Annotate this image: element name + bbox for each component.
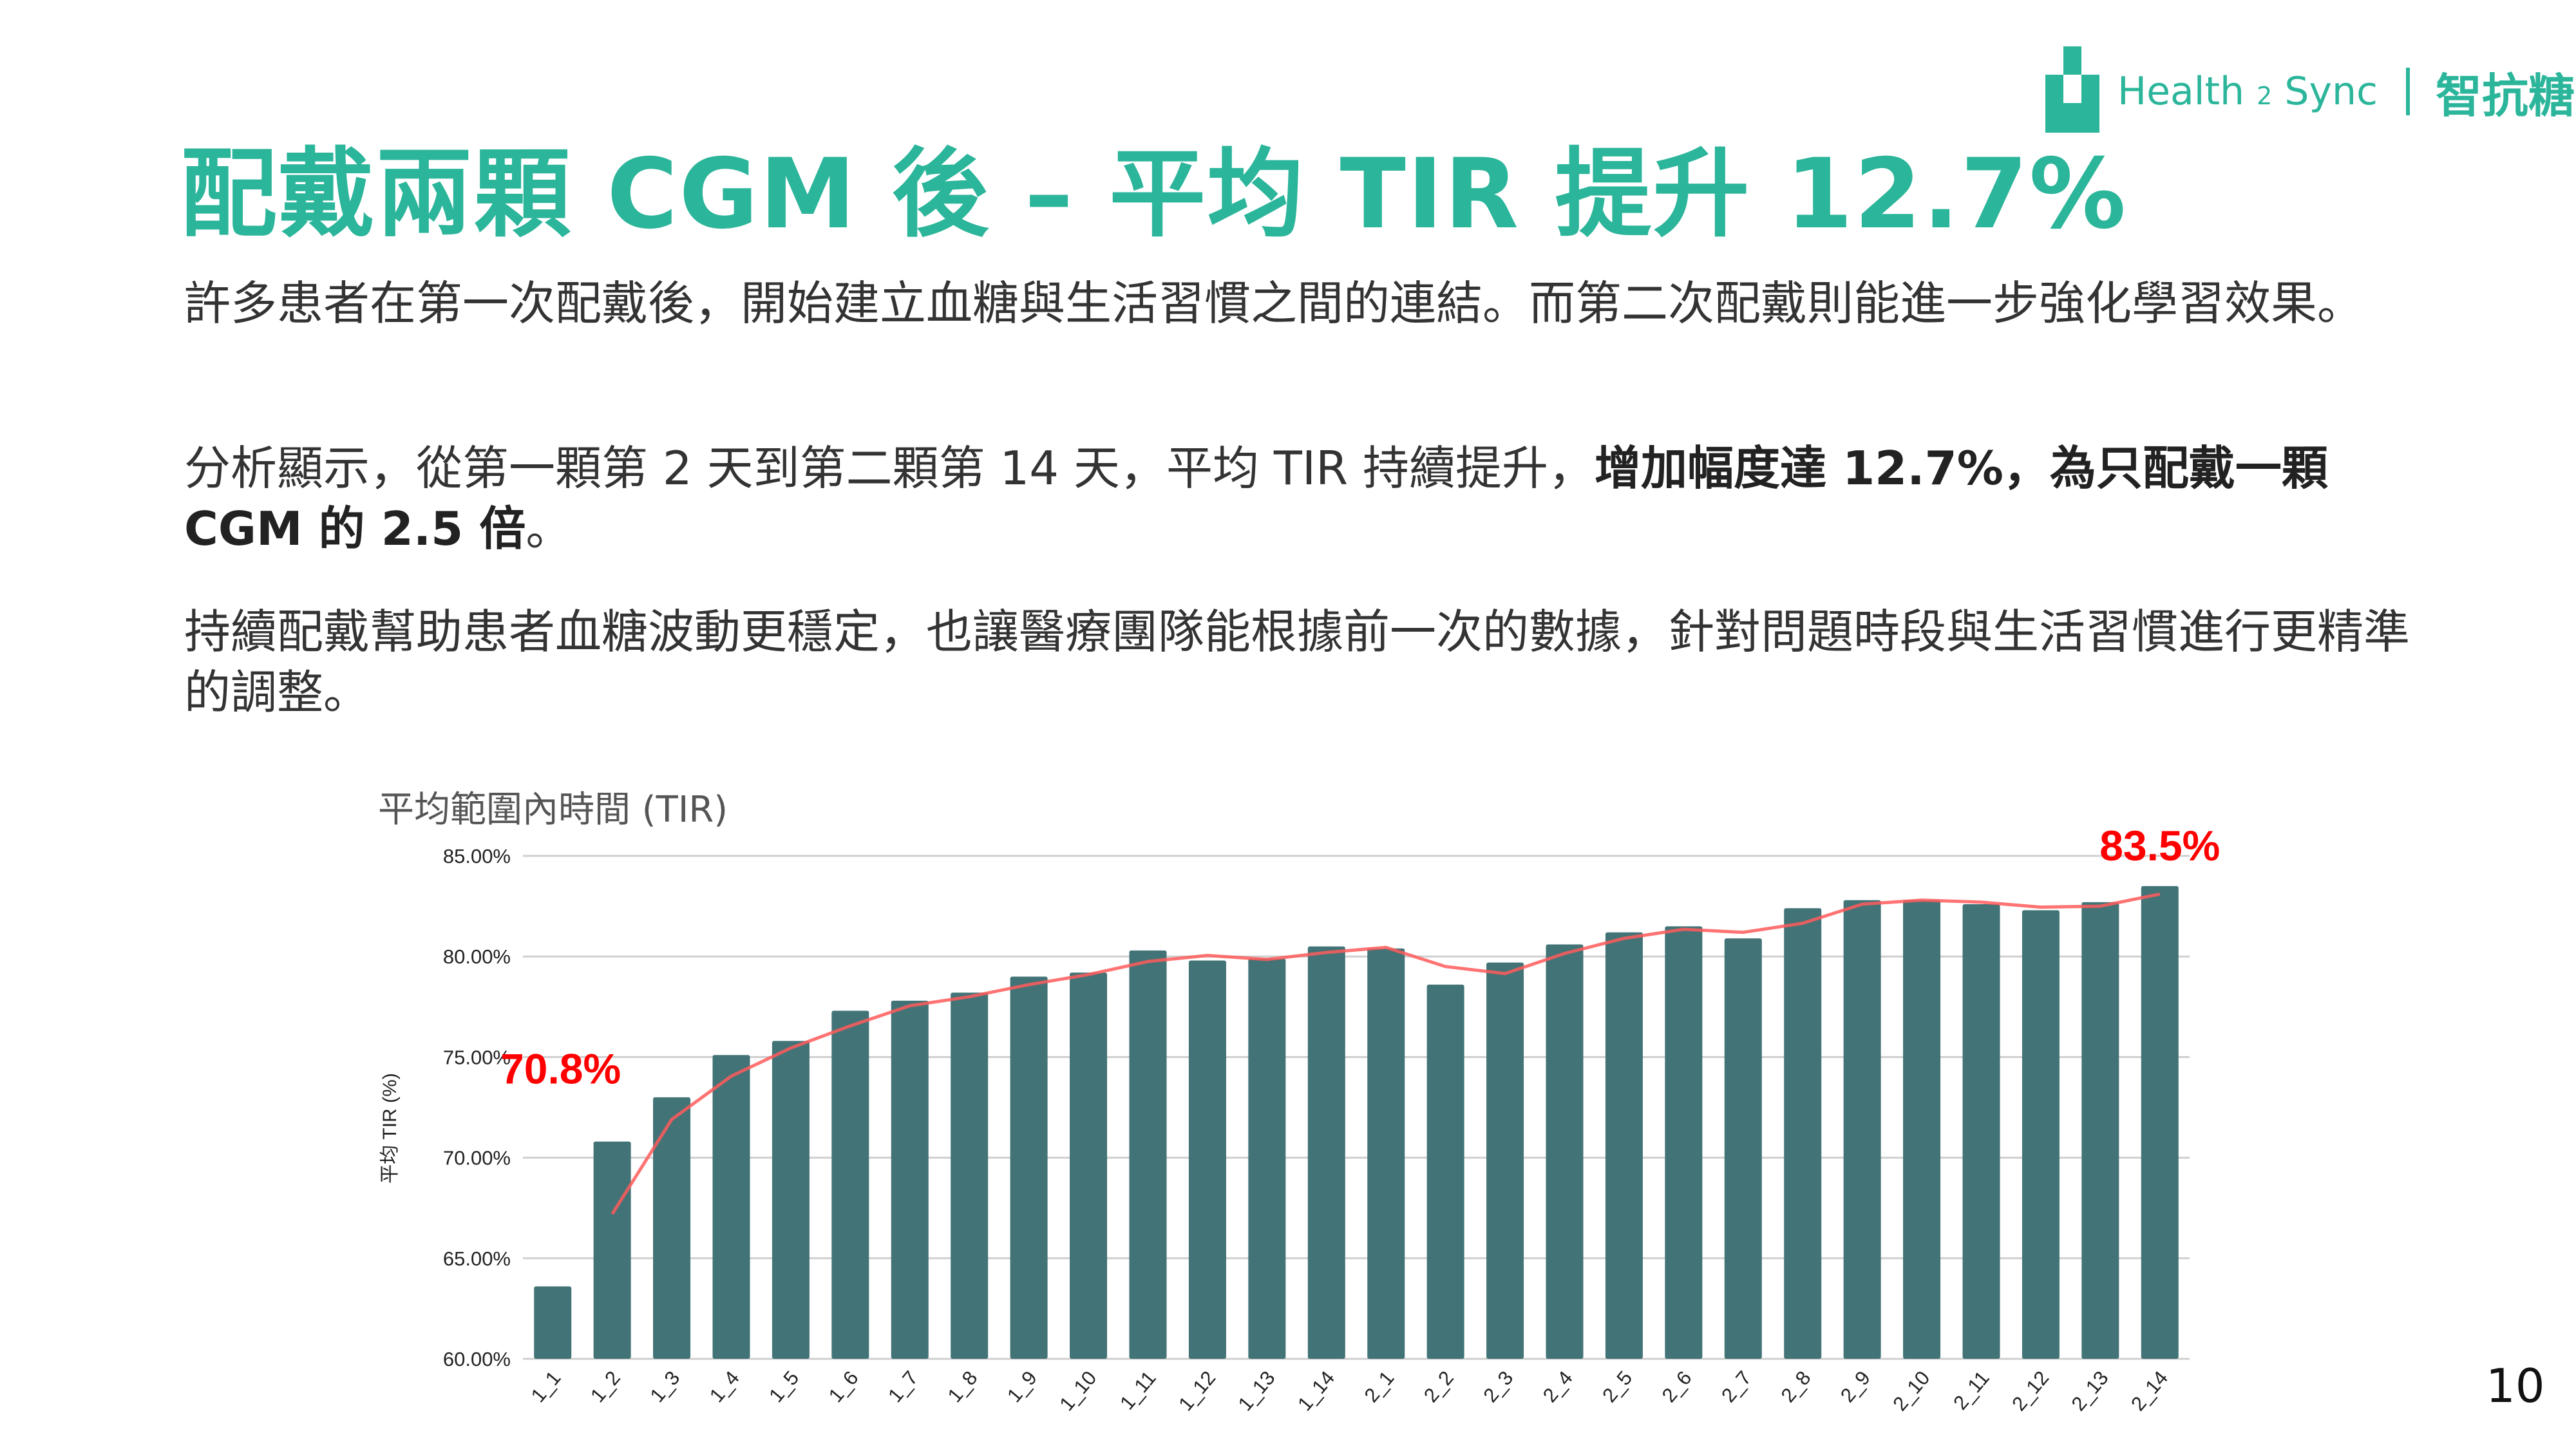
x-tick-label: 2_1 [1360, 1367, 1399, 1406]
bar-1_11 [1129, 950, 1167, 1359]
x-tick-label: 2_13 [2067, 1367, 2113, 1415]
x-tick-label: 1_14 [1293, 1367, 1339, 1415]
paragraph-1: 許多患者在第一次配戴後，開始建立血糖與生活習慣之間的連結。而第二次配戴則能進一步… [184, 276, 2364, 330]
x-tick-label: 2_6 [1658, 1367, 1696, 1406]
x-tick-label: 2_3 [1479, 1367, 1517, 1406]
health2sync-logo: Health 2 Sync 智抗糖 [2045, 46, 2575, 137]
y-tick-label: 65.00% [443, 1247, 511, 1270]
paragraph-2: 分析顯示，從第一顆第 2 天到第二顆第 14 天，平均 TIR 持續提升，增加幅… [184, 441, 2328, 556]
product-name: 智抗糖 [2435, 68, 2575, 123]
health2sync-logo-icon [2045, 46, 2099, 133]
logo-divider [2405, 68, 2410, 115]
y-tick-label: 75.00% [443, 1046, 511, 1068]
x-tick-label: 1_11 [1115, 1367, 1160, 1414]
bar-2_4 [1546, 944, 1584, 1359]
bar-1_1 [534, 1286, 572, 1359]
x-tick-label: 2_5 [1598, 1367, 1636, 1406]
bar-2_5 [1605, 932, 1643, 1359]
page-title: 配戴兩顆 CGM 後 – 平均 TIR 提升 12.7% [180, 138, 2128, 251]
bar-2_11 [1962, 904, 2000, 1359]
x-tick-label: 1_4 [705, 1367, 744, 1406]
y-tick-label: 85.00% [443, 845, 511, 867]
brand-name: Health 2 Sync [2117, 69, 2378, 114]
data-label-2_14: 83.5% [2099, 822, 2220, 869]
x-tick-label: 1_9 [1003, 1367, 1041, 1406]
moving-average-line [611, 892, 2161, 1215]
x-tick-label: 2_7 [1717, 1367, 1756, 1406]
x-tick-label: 2_8 [1777, 1367, 1815, 1406]
y-axis-title: 平均 TIR (%) [379, 1073, 401, 1184]
x-tick-label: 2_9 [1836, 1367, 1875, 1406]
x-tick-label: 1_1 [527, 1367, 565, 1406]
highlight-text: 增加幅度達 12.7%，為只配戴一顆 CGM 的 2.5 倍 [184, 441, 2328, 556]
bar-1_14 [1307, 946, 1345, 1359]
bar-2_13 [2081, 902, 2119, 1359]
bar-1_4 [712, 1055, 750, 1359]
bar-1_5 [772, 1041, 810, 1359]
x-tick-label: 1_2 [586, 1367, 625, 1406]
bar-1_2 [593, 1141, 631, 1359]
bar-1_3 [653, 1097, 691, 1359]
x-tick-label: 2_10 [1888, 1367, 1934, 1415]
x-tick-label: 1_13 [1234, 1367, 1280, 1415]
bar-1_13 [1248, 958, 1286, 1359]
x-tick-label: 1_5 [764, 1367, 803, 1406]
bar-2_9 [1843, 900, 1881, 1359]
bar-1_12 [1188, 960, 1226, 1359]
y-tick-label: 70.00% [443, 1147, 511, 1170]
y-tick-label: 80.00% [443, 945, 511, 968]
data-label-1_2: 70.8% [500, 1045, 621, 1093]
x-tick-label: 1_10 [1055, 1367, 1101, 1415]
bar-1_8 [951, 992, 989, 1359]
bar-2_12 [2022, 910, 2060, 1359]
bar-2_6 [1665, 926, 1703, 1359]
x-tick-label: 2_2 [1419, 1367, 1458, 1406]
x-tick-label: 2_11 [1949, 1367, 1994, 1414]
paragraph-3: 持續配戴幫助患者血糖波動更穩定，也讓醫療團隊能根據前一次的數據，針對問題時段與生… [184, 605, 2410, 719]
x-tick-label: 1_12 [1174, 1367, 1220, 1415]
trendline [611, 892, 2161, 1215]
bar-2_1 [1367, 948, 1405, 1359]
chart-title: 平均範圍內時間 (TIR) [378, 789, 728, 831]
bar-1_6 [831, 1010, 869, 1359]
bar-2_2 [1426, 984, 1464, 1359]
x-tick-label: 1_3 [645, 1367, 684, 1406]
bar-2_14 [2141, 886, 2179, 1359]
bar-2_10 [1903, 900, 1941, 1359]
bar-2_3 [1486, 962, 1524, 1359]
bar-1_10 [1070, 972, 1108, 1359]
x-tick-label: 1_7 [884, 1367, 922, 1406]
x-tick-label: 2_14 [2126, 1367, 2172, 1415]
x-tick-label: 1_6 [824, 1367, 863, 1406]
bar-2_7 [1724, 938, 1762, 1359]
y-tick-label: 60.00% [443, 1348, 511, 1370]
x-tick-label: 1_8 [943, 1367, 982, 1406]
bars [534, 886, 2179, 1359]
page-number: 10 [2486, 1359, 2545, 1413]
x-tick-label: 2_12 [2007, 1367, 2053, 1415]
bar-1_7 [891, 1000, 929, 1359]
x-tick-label: 2_4 [1539, 1367, 1577, 1406]
bar-2_8 [1784, 908, 1822, 1359]
bar-1_9 [1010, 976, 1048, 1359]
